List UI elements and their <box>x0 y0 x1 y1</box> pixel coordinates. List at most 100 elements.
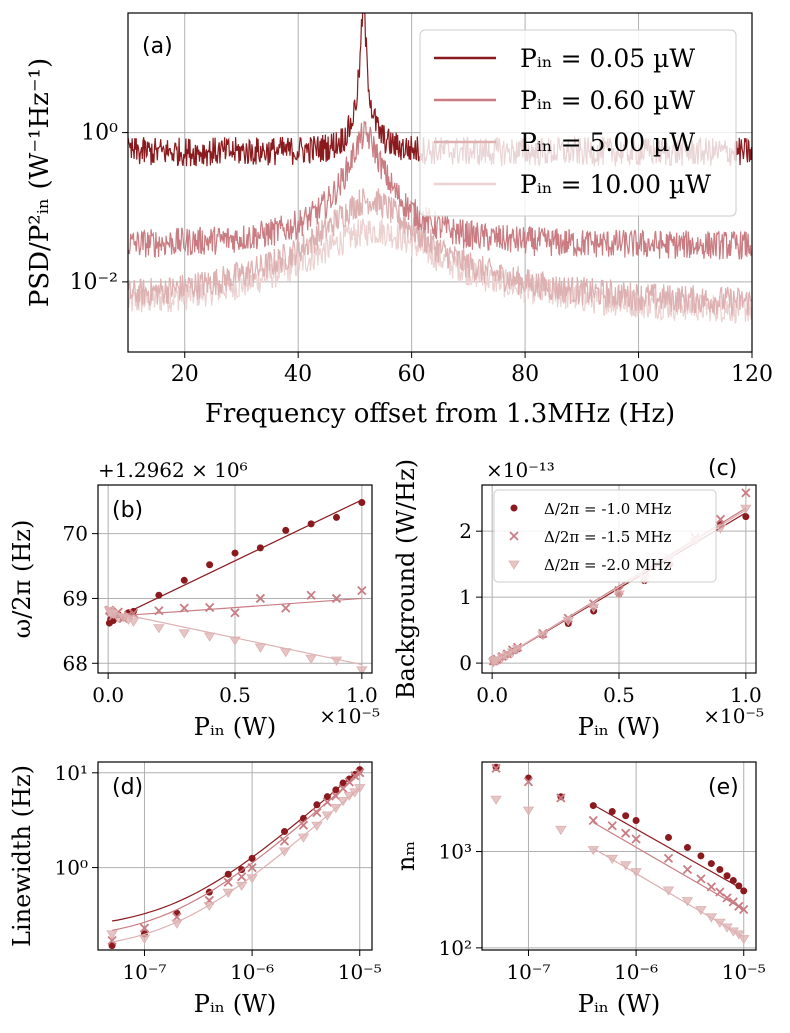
data-point-e-1 <box>622 812 630 820</box>
data-point-d-1 <box>323 793 331 801</box>
axes-frame-b <box>97 484 373 674</box>
data-point-e-2 <box>631 834 641 844</box>
data-point-d-2 <box>312 807 322 818</box>
fit-line-d-3 <box>111 787 360 943</box>
data-point-e-1 <box>740 887 748 895</box>
data-point-d-1 <box>224 870 232 878</box>
data-point-e-1 <box>683 844 691 852</box>
data-point-b-2 <box>179 603 189 613</box>
x-tick-label-a: 80 <box>511 362 539 387</box>
data-b <box>103 499 368 673</box>
data-point-b-3 <box>178 629 190 639</box>
data-point-e-2 <box>734 901 744 911</box>
data-point-b-1 <box>256 544 264 552</box>
data-point-d-2 <box>355 768 365 778</box>
data-point-b-3 <box>305 654 317 664</box>
data-point-d-3 <box>222 888 234 898</box>
axes-frame-e <box>481 761 757 951</box>
y-tick-label-d: 10⁰ <box>55 856 88 880</box>
data-point-d-2 <box>350 771 360 781</box>
data-point-e-1 <box>716 866 724 874</box>
data-point-b-2 <box>204 602 215 613</box>
data-point-b-2 <box>306 590 316 600</box>
data-point-c-3 <box>562 616 574 626</box>
x-axis-label: Pᵢₙ (W) <box>578 990 660 1018</box>
data-point-e-2 <box>715 887 725 897</box>
data-point-e-1 <box>608 808 616 816</box>
x-tick-label-a: 120 <box>731 362 773 387</box>
data-point-e-1 <box>707 860 715 868</box>
data-point-d-1 <box>299 814 307 822</box>
data-point-c-3 <box>587 603 600 613</box>
y-tick-label-a: 10⁻² <box>70 270 118 295</box>
panel-label: (b) <box>112 498 143 523</box>
data-point-c-3 <box>511 645 524 655</box>
data-point-e-3 <box>714 918 726 928</box>
axes-frame-c <box>481 484 757 674</box>
data-point-d-2 <box>223 877 233 887</box>
data-point-d-3 <box>106 930 118 940</box>
data-point-b-3 <box>203 632 216 642</box>
data-point-c-3 <box>613 590 625 600</box>
legend-entry: Pᵢₙ = 0.60 µW <box>520 86 695 115</box>
x-tick-label-e: 10⁻⁷ <box>506 960 550 984</box>
legend-entry: Δ/2π = -1.5 MHz <box>544 528 672 546</box>
data-point-e-1 <box>729 877 737 885</box>
axis-offset-label: ×10⁻¹³ <box>486 458 555 482</box>
y-axis-label: Linewidth (Hz) <box>8 765 36 947</box>
legend-marker <box>508 560 520 570</box>
data-point-e-2 <box>607 821 617 831</box>
x-tick-label-b: 1.0 <box>346 683 378 707</box>
data-point-b-1 <box>307 520 315 528</box>
x-tick-label-c: 0.0 <box>476 683 508 707</box>
data-point-e-3 <box>522 806 535 816</box>
fit-line-d-2 <box>111 773 360 931</box>
data-point-d-2 <box>237 872 247 882</box>
data-point-e-1 <box>697 852 705 860</box>
data-point-b-2 <box>255 593 266 604</box>
data-point-d-2 <box>139 923 150 933</box>
data-e <box>490 763 750 945</box>
x-tick-label-d: 10⁻⁵ <box>338 960 382 984</box>
panel-b <box>92 484 373 679</box>
data-point-b-3 <box>330 656 343 666</box>
x-tick-label-b: 0.0 <box>92 683 124 707</box>
fit-line-e-2 <box>592 822 745 911</box>
data-point-e-3 <box>619 861 632 871</box>
data-point-c-3 <box>537 631 549 641</box>
y-tick-label-e: 10² <box>439 936 472 960</box>
data-point-b-3 <box>127 617 140 627</box>
y-tick-label-b: 68 <box>63 651 88 675</box>
fit-line-e-1 <box>592 804 745 891</box>
x-axis-label: Pᵢₙ (W) <box>194 990 276 1018</box>
y-axis-label: nₘ <box>392 841 420 871</box>
data-point-b-1 <box>282 526 290 534</box>
data-point-e-3 <box>738 935 750 945</box>
data-point-b-3 <box>254 643 267 653</box>
data-point-d-2 <box>107 935 117 946</box>
data-point-e-2 <box>722 893 732 903</box>
data-point-d-3 <box>311 821 323 831</box>
x-tick-label-e: 10⁻⁶ <box>614 960 658 984</box>
x-exponent-label: ×10⁻⁵ <box>319 704 380 728</box>
y-tick-label-d: 10¹ <box>55 761 88 785</box>
legend-marker <box>509 531 519 541</box>
data-point-d-1 <box>248 854 256 862</box>
panel-e <box>476 761 757 956</box>
legend-entry: Pᵢₙ = 5.00 µW <box>520 128 695 157</box>
x-tick-label-d: 10⁻⁷ <box>122 960 166 984</box>
data-point-d-3 <box>203 901 215 912</box>
data-point-d-2 <box>298 820 309 830</box>
data-point-d-2 <box>322 797 332 807</box>
legend-marker <box>510 504 518 512</box>
data-point-e-2 <box>491 763 501 774</box>
data-point-e-3 <box>662 886 675 896</box>
panel-label: (c) <box>708 456 737 481</box>
x-tick-label-a: 40 <box>284 362 312 387</box>
data-point-d-2 <box>279 836 290 846</box>
x-tick-label-b: 0.5 <box>219 683 251 707</box>
legend-entry: Pᵢₙ = 10.00 µW <box>520 170 711 199</box>
series-line-2 <box>128 120 752 260</box>
y-tick-label-a: 10⁰ <box>81 121 118 146</box>
